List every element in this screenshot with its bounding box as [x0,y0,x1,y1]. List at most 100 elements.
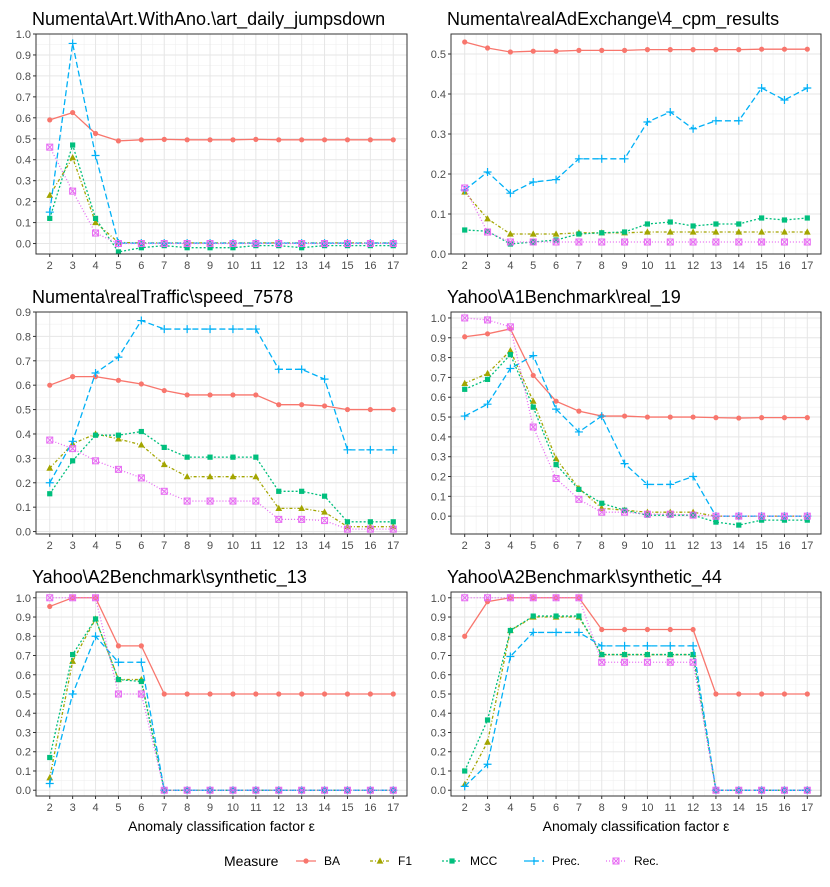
marker-synthetic-44-ba-13 [759,691,765,697]
marker-speed-7578-prec-11 [297,365,306,374]
marker-speed-7578-mcc-0 [47,491,53,497]
marker-synthetic-13-rec-10 [275,786,283,794]
y-tick-label: 0.4 [16,155,31,167]
marker-real-19-ba-11 [713,415,719,421]
marker-4-cpm-results-rec-2 [506,238,514,246]
marker-synthetic-44-ba-12 [736,691,742,697]
marker-speed-7578-prec-4 [137,316,146,325]
line-4-cpm-results-ba [464,41,808,53]
marker-synthetic-13-rec-0 [46,594,54,602]
marker-4-cpm-results-f1-8 [644,228,651,235]
x-tick-label: 4 [507,260,513,272]
marker-speed-7578-mcc-9 [253,454,259,460]
marker-speed-7578-rec-3 [114,465,122,473]
marker-art-daily-jumpsdown-rec-3 [114,240,122,248]
legend-item-ba: BA [296,854,340,868]
y-tick-label: 0.6 [16,670,31,682]
marker-synthetic-44-rec-8 [643,658,651,666]
marker-real-19-mcc-12 [736,522,742,528]
marker-real-19-mcc-3 [530,404,536,410]
marker-4-cpm-results-mcc-5 [576,231,582,237]
marker-real-19-rec-13 [758,512,766,520]
x-tick-label: 2 [462,802,468,814]
y-tick-label: 0.3 [431,727,446,739]
y-tick-label: 0.4 [431,89,446,101]
marker-speed-7578-prec-7 [206,325,215,334]
marker-real-19-mcc-11 [713,519,719,525]
marker-real-19-mcc-0 [462,386,468,392]
x-tick-label: 8 [184,802,190,814]
x-tick-label: 7 [161,540,167,552]
marker-synthetic-44-rec-9 [666,658,674,666]
marker-art-daily-jumpsdown-rec-11 [298,240,306,248]
marker-4-cpm-results-ba-8 [644,47,651,53]
x-tick-label: 12 [273,260,285,272]
x-tick-label: 5 [115,260,121,272]
marker-real-19-ba-0 [462,334,468,340]
marker-art-daily-jumpsdown-ba-15 [390,137,396,143]
series-synthetic-13-rec [46,594,397,794]
x-tick-label: 8 [184,540,190,552]
y-tick-label: 0.3 [431,129,446,141]
marker-synthetic-44-rec-7 [621,658,629,666]
marker-speed-7578-f1-5 [160,460,168,468]
legend-item-mcc: MCC [442,854,498,868]
y-tick-label: 0.4 [16,429,31,441]
marker-4-cpm-results-f1-15 [803,228,811,235]
x-tick-label: 5 [115,540,121,552]
marker-real-19-rec-7 [621,508,629,516]
marker-4-cpm-results-mcc-4 [553,237,559,243]
y-tick-label: 0.8 [431,631,446,643]
marker-speed-7578-rec-7 [206,497,214,505]
y-tick-label: 0.6 [431,392,446,404]
y-tick-label: 0.7 [16,651,31,663]
marker-speed-7578-prec-8 [228,325,237,334]
marker-speed-7578-ba-7 [207,392,213,398]
y-tick-label: 0.1 [431,766,446,778]
marker-art-daily-jumpsdown-rec-15 [389,240,397,248]
y-tick-label: 0.8 [16,631,31,643]
marker-4-cpm-results-mcc-2 [507,241,513,247]
y-tick-label: 0.1 [16,218,31,230]
panel-border [35,33,408,255]
line-art-daily-jumpsdown-ba [49,111,394,142]
marker-speed-7578-rec-2 [92,457,100,465]
marker-speed-7578-ba-9 [253,392,259,398]
x-tick-label: 16 [364,260,376,272]
x-tick-label: 8 [599,802,605,814]
legend-label-ba: BA [324,854,340,868]
marker-4-cpm-results-prec-13 [757,84,766,92]
marker-synthetic-13-rec-2 [92,594,100,602]
y-tick-label: 0.6 [16,380,31,392]
marker-speed-7578-mcc-10 [276,488,282,494]
marker-art-daily-jumpsdown-f1-2 [92,218,99,226]
marker-speed-7578-prec-6 [183,325,192,334]
marker-4-cpm-results-rec-8 [643,238,651,246]
marker-synthetic-13-ba-14 [367,691,373,697]
y-tick-label: 0.0 [16,527,31,539]
marker-synthetic-44-rec-0 [461,594,469,602]
x-tick-label: 16 [364,802,376,814]
marker-art-daily-jumpsdown-prec-2 [91,151,100,160]
chart-panel-synthetic-13: Yahoo\A2Benchmark\synthetic_13 0.0 0.1 0.2 0… [16,567,408,834]
marker-legend-f1-0 [376,857,384,864]
marker-synthetic-44-rec-13 [758,786,766,794]
x-tick-label: 7 [161,802,167,814]
y-tick-label: 0.7 [431,651,446,663]
marker-speed-7578-prec-3 [114,353,123,362]
marker-synthetic-44-prec-7 [620,641,629,650]
x-tick-label: 6 [138,802,144,814]
marker-synthetic-13-rec-3 [114,690,122,698]
series-speed-7578-prec [45,316,398,487]
marker-synthetic-44-mcc-10 [690,651,696,658]
x-tick-label: 13 [710,260,722,272]
marker-speed-7578-ba-1 [70,374,76,380]
marker-4-cpm-results-ba-0 [462,39,468,45]
marker-speed-7578-f1-0 [46,464,54,471]
marker-synthetic-44-rec-2 [506,594,514,602]
marker-real-19-prec-8 [643,480,652,489]
marker-speed-7578-mcc-15 [390,519,396,525]
marker-real-19-prec-4 [552,405,561,414]
marker-synthetic-44-rec-1 [484,594,492,602]
series-4-cpm-results-rec [461,184,811,246]
